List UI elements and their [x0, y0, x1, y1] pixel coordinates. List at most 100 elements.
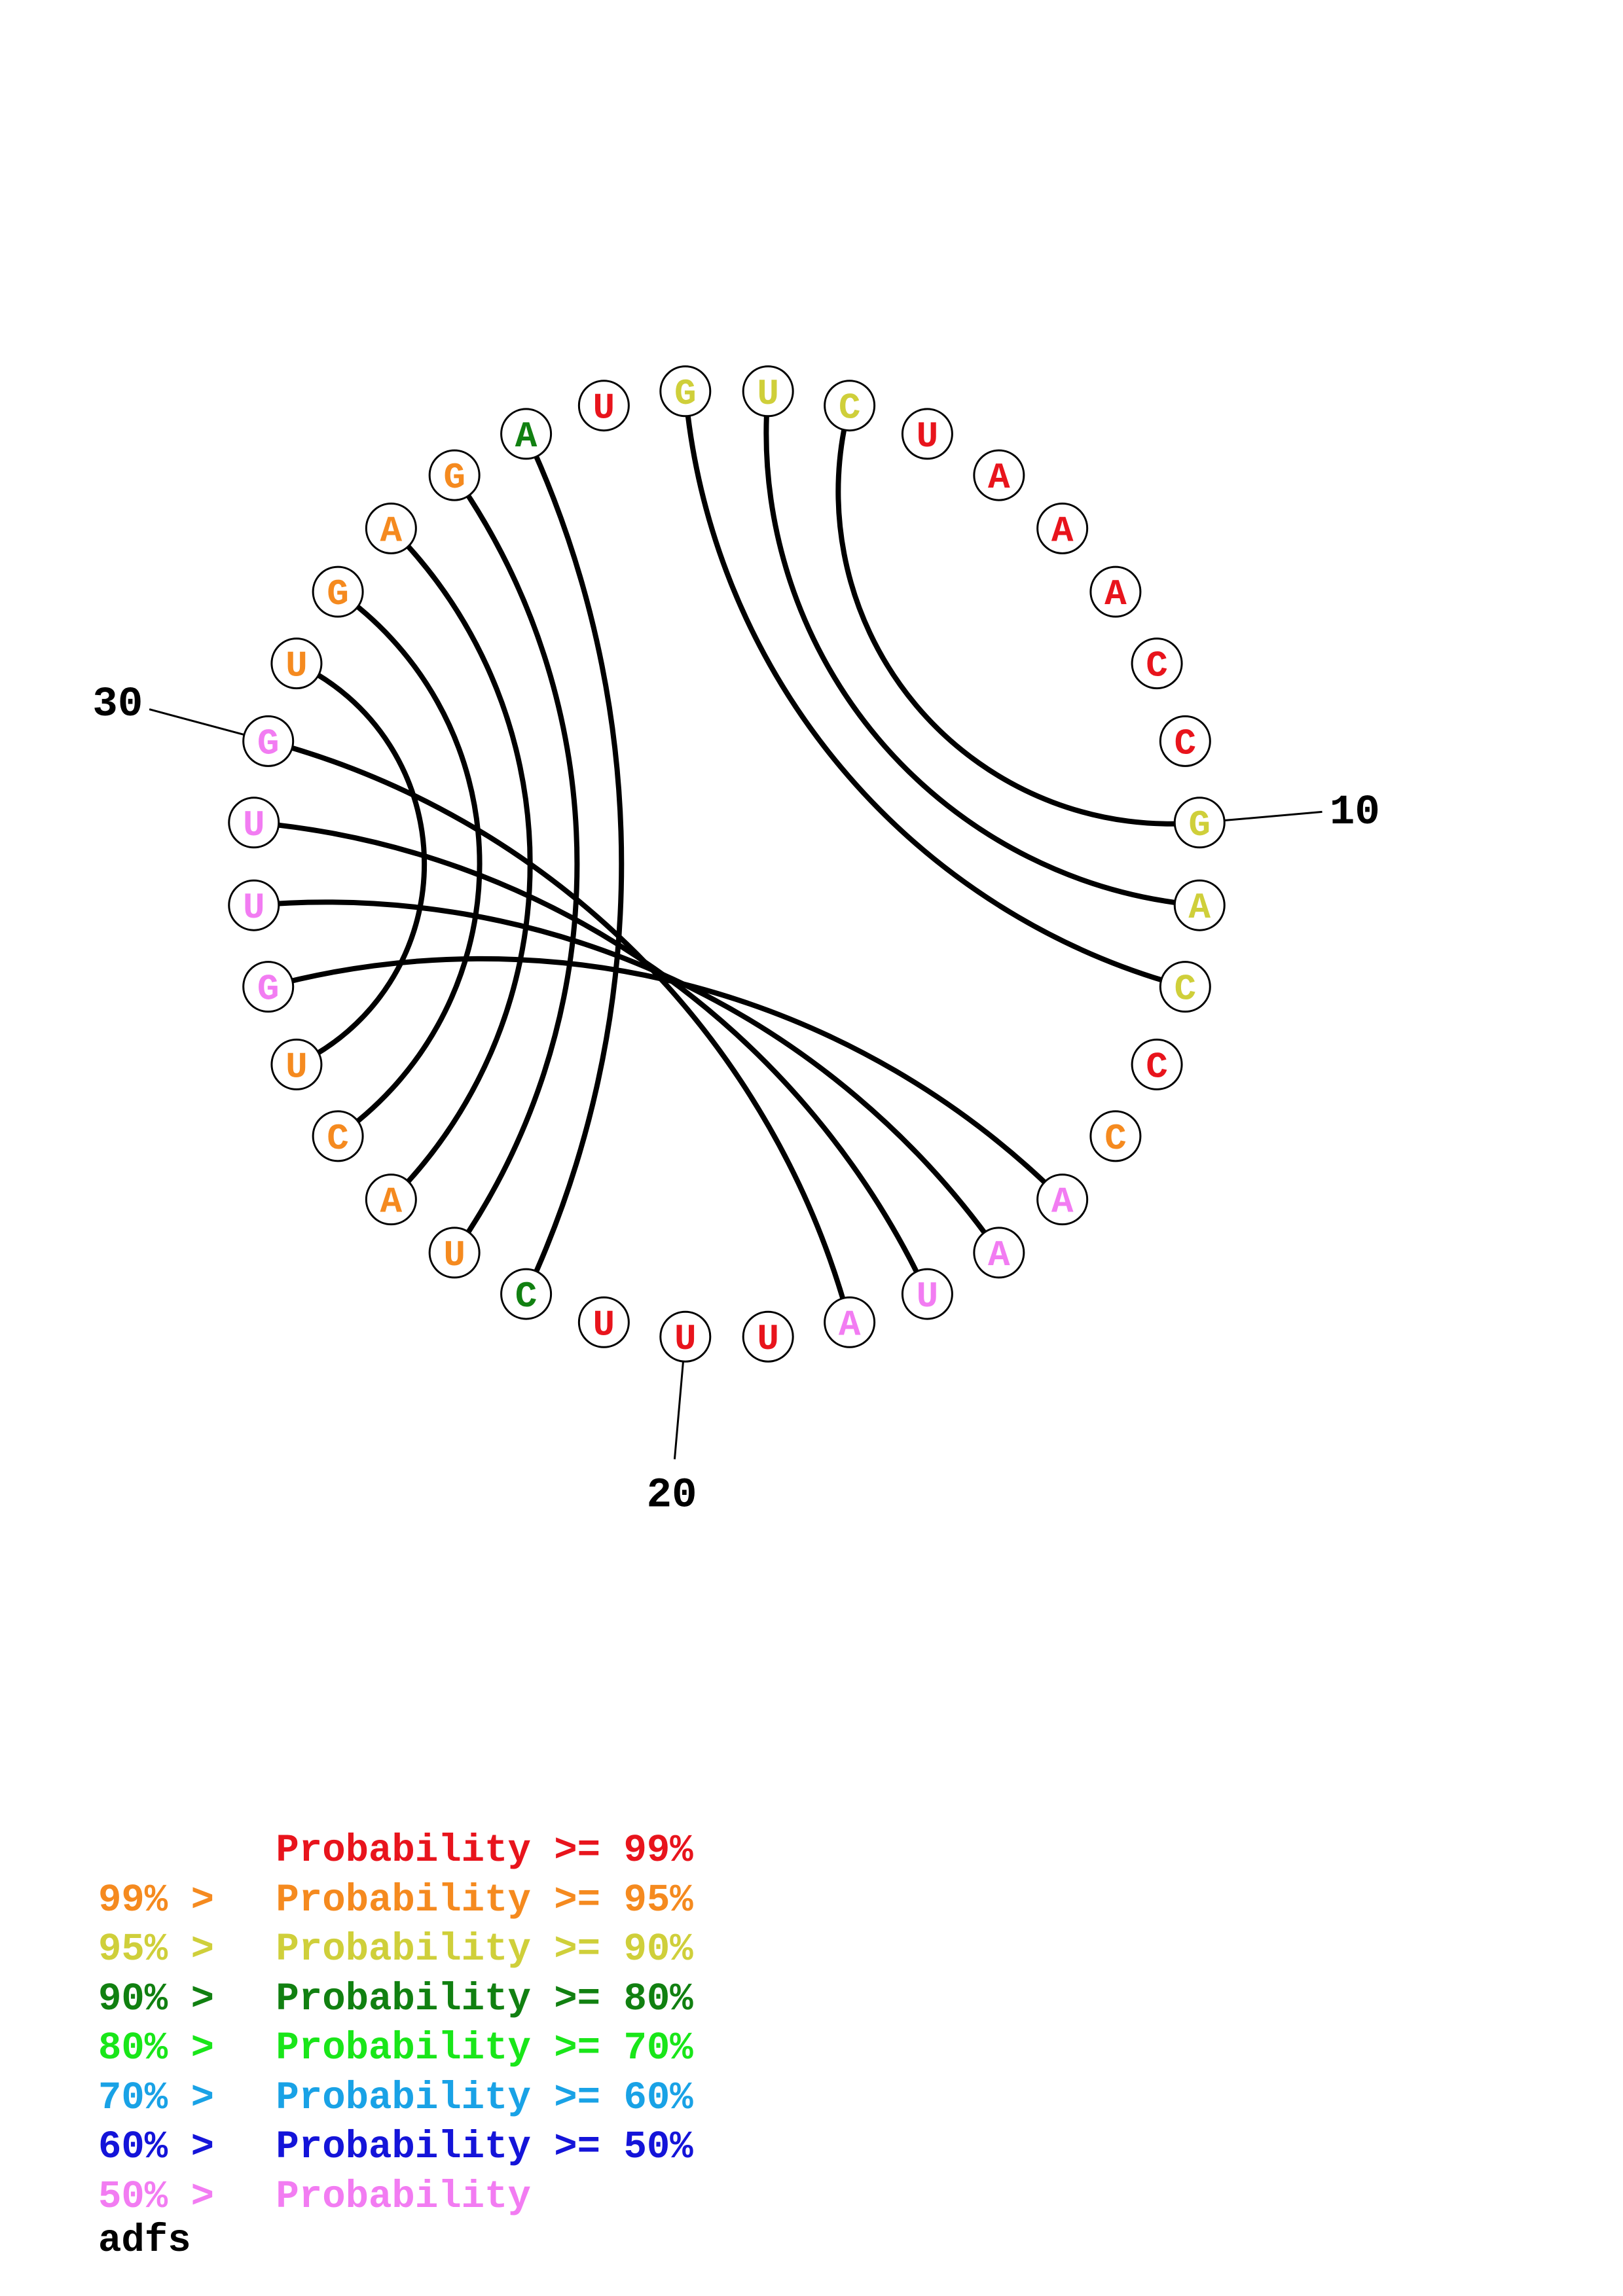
base-circle — [1036, 502, 1089, 554]
base-pair-arc — [253, 819, 930, 1295]
base-36: U — [577, 380, 630, 432]
base-pair-arcs — [253, 391, 1200, 1323]
base-pair-arc — [295, 660, 428, 1067]
legend-prefix: 60% > — [98, 2125, 215, 2169]
base-17: U — [901, 1268, 953, 1320]
base-27: G — [242, 961, 295, 1013]
legend-text: Probability >= 80% — [253, 1977, 693, 2021]
base-letter: U — [593, 387, 615, 429]
tick-label-10: 10 — [1330, 789, 1380, 836]
base-letter: U — [243, 804, 265, 846]
base-letter: A — [1188, 887, 1211, 929]
base-23: U — [428, 1227, 481, 1279]
base-letter: U — [285, 1046, 308, 1088]
base-circle — [1173, 879, 1226, 931]
base-letter: U — [285, 645, 308, 687]
tick-line-20 — [673, 1361, 684, 1460]
base-35: A — [500, 408, 553, 460]
base-26: U — [270, 1038, 323, 1090]
base-circle — [973, 1227, 1025, 1279]
legend-prefix: 95% > — [98, 1928, 215, 1971]
base-7: A — [1089, 565, 1142, 618]
base-pair-arc — [267, 738, 852, 1323]
base-circle — [1131, 1038, 1183, 1090]
legend-row: 60% > Probability >= 50% — [98, 2123, 693, 2172]
base-30: G — [242, 715, 295, 767]
base-5: A — [973, 449, 1025, 501]
legend-text: Probability >= 95% — [253, 1878, 693, 1922]
legend-text: Probability — [253, 2174, 531, 2219]
base-circle — [1173, 797, 1226, 849]
base-25: C — [312, 1110, 364, 1162]
legend-row: 95% > Probability >= 90% — [98, 1925, 693, 1975]
base-letter: G — [257, 723, 280, 764]
base-letter: A — [380, 510, 403, 552]
base-24: A — [365, 1174, 417, 1226]
base-letter: A — [380, 1181, 403, 1223]
base-letter: C — [515, 1276, 538, 1318]
base-20: U — [659, 1310, 712, 1363]
base-circle — [228, 797, 280, 849]
base-letter: U — [243, 887, 265, 929]
legend-row: 50% > Probability — [98, 2172, 693, 2222]
base-circle — [742, 1310, 794, 1363]
legend-text: Probability >= 70% — [253, 2026, 693, 2070]
base-21: U — [577, 1296, 630, 1348]
tick-line-30 — [149, 708, 245, 736]
base-circle — [242, 961, 295, 1013]
base-circle — [500, 1268, 553, 1320]
base-circle — [577, 380, 630, 432]
base-33: A — [365, 502, 417, 554]
base-letter: C — [1146, 1046, 1168, 1088]
base-letter: G — [1188, 804, 1211, 846]
base-letter: A — [1104, 573, 1127, 615]
legend-row: 70% > Probability >= 60% — [98, 2073, 693, 2123]
base-letter: U — [443, 1234, 465, 1276]
base-circle — [270, 1038, 323, 1090]
base-circle — [428, 1227, 481, 1279]
base-circle — [228, 879, 280, 931]
base-letter: C — [1174, 969, 1196, 1011]
base-pair-arc — [523, 433, 625, 1295]
base-letter: A — [988, 457, 1010, 499]
base-29: U — [228, 797, 280, 849]
base-pair-arc — [336, 589, 483, 1139]
base-circle — [242, 715, 295, 767]
tick-label-30: 30 — [92, 681, 143, 728]
diagram-caption: adfs — [98, 2219, 191, 2263]
base-letter: A — [515, 416, 538, 457]
base-8: C — [1131, 637, 1183, 690]
base-circle — [1159, 961, 1211, 1013]
base-circle — [365, 1174, 417, 1226]
base-2: U — [742, 365, 794, 418]
base-letter: A — [1051, 510, 1074, 552]
base-letter: U — [757, 1318, 779, 1360]
base-letter: U — [917, 1276, 939, 1318]
base-3: C — [824, 380, 876, 432]
base-circle — [577, 1296, 630, 1348]
base-9: C — [1159, 715, 1211, 767]
legend-prefix: 70% > — [98, 2075, 215, 2120]
base-circle — [1089, 565, 1142, 618]
base-circle — [659, 365, 712, 418]
base-pair-arc — [682, 391, 1186, 990]
legend-row: Probability >= 99% — [98, 1826, 693, 1876]
index-ticks: 10 20 30 — [92, 681, 1379, 1520]
base-15: A — [1036, 1174, 1089, 1226]
base-letter: A — [988, 1234, 1010, 1276]
base-letter: G — [257, 969, 280, 1011]
base-4: U — [901, 408, 953, 460]
base-letter: C — [1174, 723, 1196, 764]
base-circle — [428, 449, 481, 501]
legend-prefix: 99% > — [98, 1878, 215, 1922]
base-letter: C — [327, 1118, 349, 1160]
base-letter: C — [1146, 645, 1168, 687]
base-14: C — [1089, 1110, 1142, 1162]
base-letter: U — [917, 416, 939, 457]
base-circle — [901, 408, 953, 460]
base-pair-arc — [763, 391, 1200, 908]
base-10: G — [1173, 797, 1226, 849]
base-circle — [1036, 1174, 1089, 1226]
base-circle — [500, 408, 553, 460]
